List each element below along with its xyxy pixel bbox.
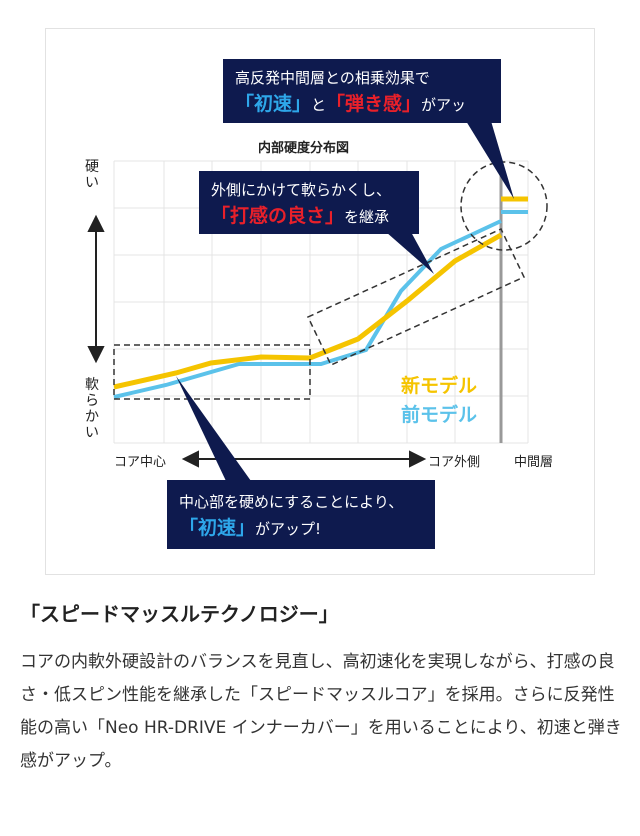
hardness-diagram: 内部硬度分布図 硬い 軟らかい コア中心 コア外側 中間層 新モデル 前モデル … [45, 28, 595, 575]
x-label-core-center: コア中心 [114, 455, 167, 470]
callout-top-line1: 高反発中間層との相乗効果で [235, 69, 430, 87]
x-label-intermediate: 中間層 [514, 455, 554, 470]
callout-bottom-tail-text: がアップ! [255, 520, 322, 538]
callout-middle: 外側にかけて軟らかくし、 「打感の良さ」を継承 [199, 171, 419, 234]
core-outer-highlight [306, 228, 526, 366]
callout-top-em2: 「弾き感」 [326, 93, 422, 115]
callout-top-mid: と [311, 96, 327, 114]
callout-top: 高反発中間層との相乗効果で 「初速」と「弾き感」がアップ。 [223, 59, 501, 140]
old-model-line [113, 219, 502, 399]
callout-middle-line1: 外側にかけて軟らかくし、 [211, 181, 392, 199]
callout-middle-em1: 「打感の良さ」 [211, 205, 345, 227]
callout-top-em1: 「初速」 [235, 93, 312, 115]
callout-bottom: 中心部を硬めにすることにより、 「初速」がアップ! [167, 480, 435, 549]
intermediate-highlight [460, 161, 548, 251]
callout-top-tail-text: がアップ。 [235, 96, 467, 140]
section-heading: 「スピードマッスルテクノロジー」 [20, 602, 339, 626]
core-center-highlight [113, 344, 311, 400]
new-model-line [113, 232, 503, 390]
y-label-hard: 硬い [85, 159, 99, 191]
callout-bottom-tail [176, 376, 251, 481]
y-axis-arrow [87, 214, 105, 364]
callout-bottom-line1: 中心部を硬めにすることにより、 [179, 493, 404, 511]
x-label-core-outer: コア外側 [428, 455, 481, 470]
y-label-soft: 軟らかい [85, 377, 99, 441]
chart-title: 内部硬度分布図 [258, 141, 350, 156]
callout-middle-tail [386, 232, 434, 274]
callout-top-tail [466, 121, 514, 199]
description-text: コアの内軟外硬設計のバランスを見直し、高初速化を実現しながら、打感の良さ・低スピ… [20, 652, 622, 771]
legend-old-model: 前モデル [401, 404, 478, 426]
callout-middle-tail-text: を継承 [344, 208, 390, 226]
callout-bottom-em1: 「初速」 [179, 517, 256, 539]
legend-new-model: 新モデル [401, 375, 478, 397]
